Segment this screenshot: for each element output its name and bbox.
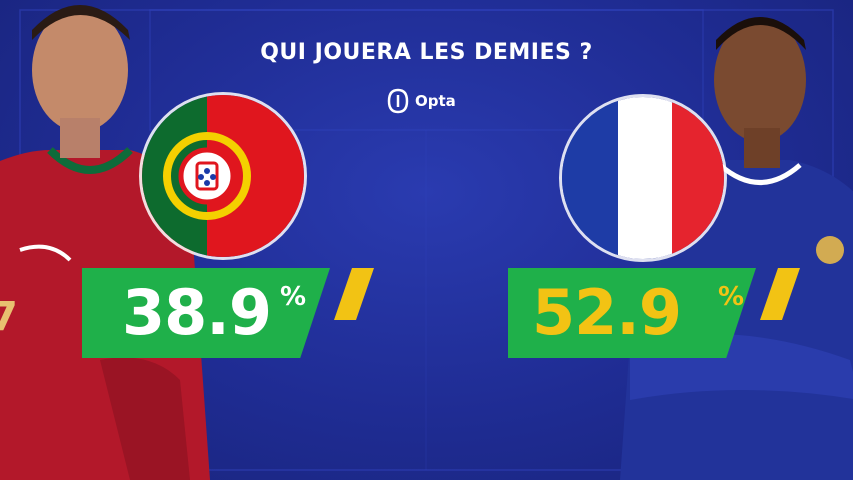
france-percent-sign: % <box>718 282 745 312</box>
portugal-percent-sign: % <box>280 282 307 312</box>
portugal-flag-icon <box>139 92 307 260</box>
france-probability-value: 52.9 <box>532 276 682 349</box>
badge-accent <box>334 268 374 320</box>
source-label: Opta <box>415 92 456 110</box>
opta-logo-icon <box>387 88 409 114</box>
badge-background <box>508 268 756 358</box>
svg-text:7: 7 <box>0 294 18 340</box>
badge-accent <box>760 268 800 320</box>
france-flag-icon <box>559 94 727 262</box>
portugal-probability-badge: 38.9 % <box>82 268 382 358</box>
badge-background <box>82 268 330 358</box>
page-title: QUI JOUERA LES DEMIES ? <box>260 40 593 65</box>
portugal-probability-value: 38.9 <box>122 276 272 349</box>
source-brand: Opta <box>387 88 456 114</box>
france-probability-badge: 52.9 % <box>508 268 808 358</box>
